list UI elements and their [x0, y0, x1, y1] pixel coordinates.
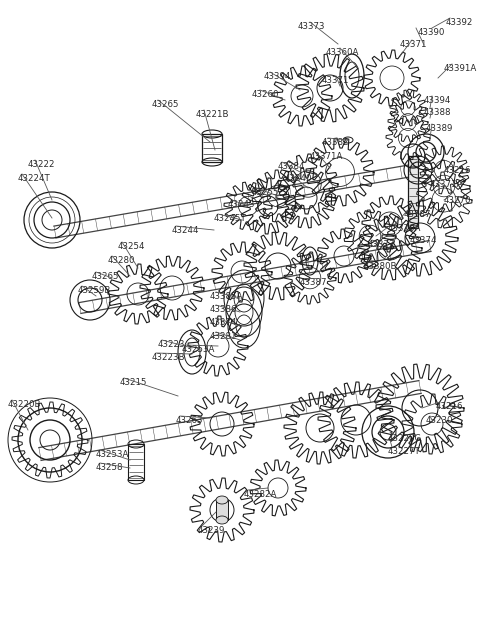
Text: 43258: 43258 — [96, 463, 123, 472]
Text: 43372: 43372 — [368, 240, 396, 249]
Text: 43384: 43384 — [278, 162, 305, 171]
Text: 43386: 43386 — [210, 305, 238, 314]
Text: 43389: 43389 — [426, 124, 454, 133]
Text: 43255: 43255 — [252, 188, 279, 197]
Text: 43215: 43215 — [120, 378, 147, 387]
Text: 43387: 43387 — [404, 210, 432, 219]
Text: 43374: 43374 — [210, 318, 238, 327]
Text: 43263: 43263 — [176, 416, 204, 425]
Text: 43281: 43281 — [210, 332, 238, 341]
Text: 43220C: 43220C — [388, 434, 421, 443]
Bar — [202, 134, 222, 162]
Text: 43371A: 43371A — [310, 152, 343, 161]
Text: 43230: 43230 — [426, 416, 454, 425]
Text: 43221B: 43221B — [196, 110, 229, 119]
Text: 43222: 43222 — [28, 160, 56, 169]
Text: 43282A: 43282A — [244, 490, 277, 499]
Text: 43227T: 43227T — [388, 447, 421, 456]
Text: 43245T: 43245T — [214, 214, 247, 223]
Text: 43223B: 43223B — [152, 353, 185, 362]
Text: 43270: 43270 — [444, 196, 471, 205]
Bar — [128, 444, 144, 480]
Text: 43394: 43394 — [264, 72, 291, 81]
Text: 43394: 43394 — [424, 96, 451, 105]
Text: 43380B: 43380B — [364, 262, 397, 271]
Text: 43374: 43374 — [410, 236, 437, 245]
Text: 43240: 43240 — [285, 174, 312, 183]
Text: 43265: 43265 — [92, 272, 120, 281]
Text: 43220B: 43220B — [8, 400, 41, 409]
Text: 43265: 43265 — [152, 100, 180, 109]
Text: 43390: 43390 — [418, 28, 445, 37]
Text: 43243: 43243 — [228, 200, 255, 209]
Text: 43382: 43382 — [322, 138, 349, 147]
Text: 43239: 43239 — [198, 526, 226, 535]
Text: 43371: 43371 — [322, 76, 349, 85]
Bar — [216, 500, 228, 520]
Text: 43253A: 43253A — [96, 450, 130, 459]
Text: 43280: 43280 — [108, 256, 135, 265]
Text: 43260: 43260 — [252, 90, 279, 99]
Text: 43259B: 43259B — [78, 286, 111, 295]
Text: 43224T: 43224T — [18, 174, 51, 183]
Text: 43371A: 43371A — [430, 180, 463, 189]
Text: 43391A: 43391A — [444, 64, 477, 73]
Text: 43254: 43254 — [118, 242, 145, 251]
Text: 43223: 43223 — [158, 340, 185, 349]
Text: 43371: 43371 — [400, 40, 428, 49]
Text: 43370A: 43370A — [388, 224, 421, 233]
Text: 43216: 43216 — [436, 402, 464, 411]
Text: 43385A: 43385A — [210, 292, 243, 301]
Text: 43387: 43387 — [300, 278, 327, 287]
Ellipse shape — [216, 496, 228, 504]
Text: 43373: 43373 — [298, 22, 325, 31]
Text: 43244: 43244 — [172, 226, 200, 235]
Text: 43360A: 43360A — [326, 48, 360, 57]
Text: 43392: 43392 — [446, 18, 473, 27]
Text: 43388: 43388 — [424, 108, 452, 117]
Ellipse shape — [216, 516, 228, 524]
Text: 43216: 43216 — [444, 166, 471, 175]
Bar — [408, 156, 418, 228]
Text: 43253A: 43253A — [182, 345, 216, 354]
